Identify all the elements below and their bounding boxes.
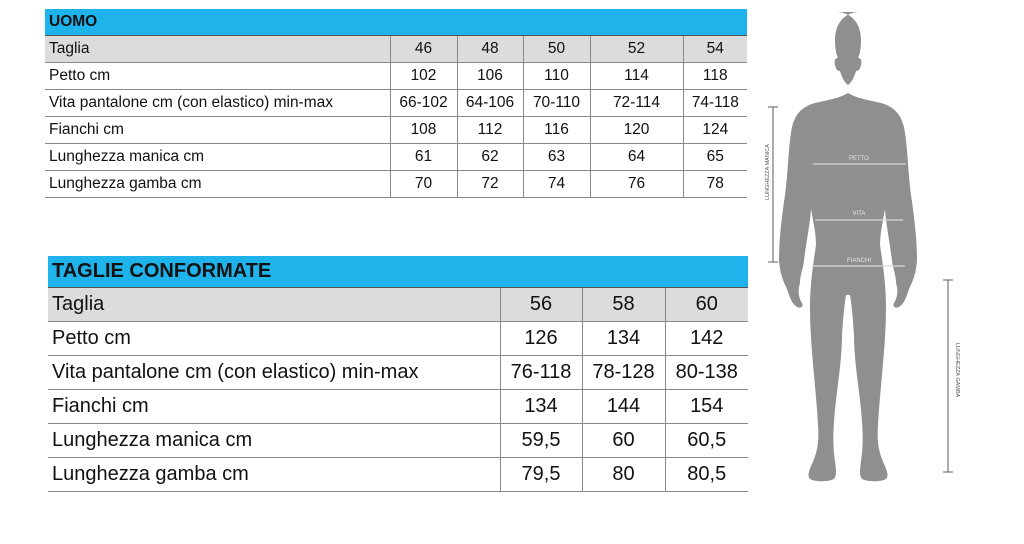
gamba-label: LUNGHEZZA GAMBA	[954, 343, 960, 398]
cell-value: 72	[457, 170, 524, 198]
cell-value: 64	[590, 143, 684, 171]
cell-value: 78-128	[582, 355, 666, 390]
vita-label: VITA	[853, 211, 866, 217]
conformate-size-table: TAGLIE CONFORMATE Taglia 56 58 60 Petto cm 12…	[48, 256, 748, 492]
row-label: Vita pantalone cm (con elastico) min-max	[45, 89, 391, 117]
cell-value: 142	[665, 321, 748, 356]
cell-value: 126	[500, 321, 583, 356]
cell-value: 63	[523, 143, 591, 171]
cell-value: 60	[582, 423, 666, 458]
cell-value: 134	[500, 389, 583, 424]
cell-value: 64-106	[457, 89, 524, 117]
cell-value: 59,5	[500, 423, 583, 458]
row-label: Lunghezza manica cm	[48, 423, 501, 458]
cell-value: 72-114	[590, 89, 684, 117]
fianchi-label: FIANCHI	[847, 258, 871, 264]
row-label: Lunghezza gamba cm	[45, 170, 391, 198]
row-label: Petto cm	[45, 62, 391, 90]
cell-value: 76	[590, 170, 684, 198]
cell-value: 78	[683, 170, 748, 198]
cell-value: 108	[390, 116, 458, 144]
cell-value: 76-118	[500, 355, 583, 390]
cell-value: 106	[457, 62, 524, 90]
table-row: Taglia 56 58 60	[48, 287, 748, 322]
table-row: Fianchi cm 108 112 116 120 124	[45, 116, 748, 144]
cell-value: 48	[457, 35, 524, 63]
table-row: Petto cm 102 106 110 114 118	[45, 62, 748, 90]
cell-value: 120	[590, 116, 684, 144]
cell-value: 80-138	[665, 355, 748, 390]
cell-value: 116	[523, 116, 591, 144]
row-label: Vita pantalone cm (con elastico) min-max	[48, 355, 501, 390]
cell-value: 61	[390, 143, 458, 171]
manica-label: LUNGHEZZA MANICA	[765, 144, 771, 200]
cell-value: 60,5	[665, 423, 748, 458]
table-row: Taglia 46 48 50 52 54	[45, 35, 748, 63]
cell-value: 154	[665, 389, 748, 424]
cell-value: 110	[523, 62, 591, 90]
row-label: Fianchi cm	[48, 389, 501, 424]
table-row: Lunghezza manica cm 59,5 60 60,5	[48, 423, 748, 458]
row-label: Petto cm	[48, 321, 501, 356]
table-row: Vita pantalone cm (con elastico) min-max…	[45, 89, 748, 117]
body-measurement-figure: PETTO VITA FIANCHI LUNGHEZZA MANICA LUNG…	[765, 12, 960, 482]
cell-value: 80,5	[665, 457, 748, 492]
cell-value: 46	[390, 35, 458, 63]
row-label: Lunghezza manica cm	[45, 143, 391, 171]
table-row: Lunghezza gamba cm 79,5 80 80,5	[48, 457, 748, 492]
silhouette	[779, 12, 917, 482]
cell-value: 70	[390, 170, 458, 198]
table-row: Fianchi cm 134 144 154	[48, 389, 748, 424]
cell-value: 118	[683, 62, 748, 90]
cell-value: 144	[582, 389, 666, 424]
table-row: Lunghezza manica cm 61 62 63 64 65	[45, 143, 748, 171]
cell-value: 56	[500, 287, 583, 322]
cell-value: 60	[665, 287, 748, 322]
cell-value: 54	[683, 35, 748, 63]
cell-value: 65	[683, 143, 748, 171]
cell-value: 134	[582, 321, 666, 356]
cell-value: 52	[590, 35, 684, 63]
cell-value: 50	[523, 35, 591, 63]
row-label: Lunghezza gamba cm	[48, 457, 501, 492]
cell-value: 114	[590, 62, 684, 90]
uomo-title: UOMO	[45, 9, 748, 36]
row-label: Taglia	[48, 287, 501, 322]
cell-value: 70-110	[523, 89, 591, 117]
cell-value: 66-102	[390, 89, 458, 117]
cell-value: 80	[582, 457, 666, 492]
row-label: Fianchi cm	[45, 116, 391, 144]
cell-value: 58	[582, 287, 666, 322]
cell-value: 74	[523, 170, 591, 198]
uomo-size-table: UOMO Taglia 46 48 50 52 54 Petto cm 102 106 110 11…	[45, 9, 748, 198]
cell-value: 79,5	[500, 457, 583, 492]
cell-value: 62	[457, 143, 524, 171]
cell-value: 74-118	[683, 89, 748, 117]
row-label: Taglia	[45, 35, 391, 63]
cell-value: 112	[457, 116, 524, 144]
table-row: Lunghezza gamba cm 70 72 74 76 78	[45, 170, 748, 198]
table-row: Petto cm 126 134 142	[48, 321, 748, 356]
cell-value: 102	[390, 62, 458, 90]
petto-label: PETTO	[849, 156, 869, 162]
conformate-title: TAGLIE CONFORMATE	[48, 256, 748, 288]
table-row: Vita pantalone cm (con elastico) min-max…	[48, 355, 748, 390]
cell-value: 124	[683, 116, 748, 144]
